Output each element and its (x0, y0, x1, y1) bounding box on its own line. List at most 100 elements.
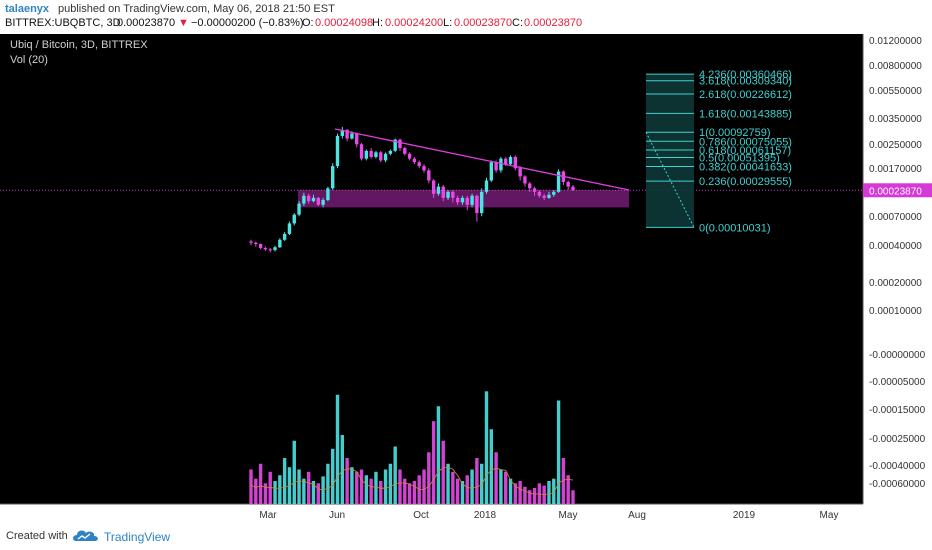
candle-body (273, 247, 277, 251)
tradingview-cloud-icon[interactable] (72, 527, 100, 543)
last-price-tag-label: 0.00023870 (869, 186, 922, 197)
fib-level-label: 1(0.00092759) (699, 127, 771, 139)
volume-bar (556, 400, 561, 504)
high-value: 0.00024200 (385, 17, 444, 29)
volume-bar (412, 481, 417, 504)
candle-body (292, 214, 296, 224)
candle-body (417, 162, 421, 167)
price-tick-label: 0.00070000 (869, 212, 922, 223)
volume-bar (508, 478, 513, 504)
price-tick-label: -0.00025000 (869, 434, 926, 445)
publish-info: published on TradingView.com, May 06, 20… (58, 3, 335, 15)
volume-bar (345, 458, 349, 504)
candle-body (403, 148, 407, 154)
volume-bar (249, 469, 253, 504)
candle-body (331, 166, 335, 189)
last-price-tag (863, 183, 932, 198)
time-tick-label: May (820, 510, 839, 521)
candle-body (359, 144, 364, 159)
volume-bar (499, 469, 503, 504)
fib-level-label: 2.618(0.00226612) (699, 89, 792, 101)
price-tick-label: 0.00020000 (869, 278, 922, 289)
volume-bar (446, 463, 450, 504)
author-name[interactable]: talaenyx (5, 3, 50, 15)
time-tick-label: Aug (628, 510, 646, 521)
volume-bar (268, 471, 272, 504)
candle-body (306, 195, 311, 202)
candle-body (460, 197, 465, 203)
volume-bar (297, 469, 301, 504)
candle-body (547, 194, 551, 198)
volume-bar (326, 463, 330, 504)
candle-body (489, 162, 493, 181)
time-tick-label: Oct (413, 510, 429, 521)
candle-body (350, 133, 354, 139)
volume-bar (547, 481, 551, 504)
volume-bar (398, 469, 402, 504)
candle-body (355, 133, 359, 145)
volume-bar (494, 452, 498, 504)
volume-bar (451, 471, 455, 504)
candle-body (422, 166, 426, 171)
volume-bar (258, 463, 263, 504)
candle-body (465, 197, 469, 205)
candle-body (340, 129, 345, 136)
candle-body (431, 180, 436, 194)
plot-background (0, 34, 863, 504)
price-tick-label: 0.00350000 (869, 114, 922, 125)
candle-body (446, 191, 450, 198)
volume-bar (436, 406, 441, 504)
volume-bar (282, 458, 287, 504)
chart-svg[interactable]: Ubiq / Bitcoin, 3D, BITTREX Vol (20) 0.0… (0, 34, 932, 522)
fib-level-label: 0.5(0.00051395) (699, 152, 780, 164)
price-tick-label: 0.00170000 (869, 164, 922, 175)
candle-body (484, 180, 489, 192)
candle-body (513, 156, 518, 169)
volume-bar (431, 421, 436, 504)
candle-body (316, 197, 320, 205)
down-arrow-icon: ▼ (178, 17, 189, 29)
candle-body (268, 249, 272, 251)
candle-body (383, 153, 388, 161)
fib-level-label: 0.382(0.00041633) (699, 161, 792, 173)
symbol-label: BITTREX:UBQBTC, 3D (5, 17, 121, 29)
candle-body (412, 158, 417, 163)
candle-body (258, 243, 263, 248)
volume-bar (470, 469, 474, 504)
candle-body (297, 203, 301, 215)
high-label: H: (372, 17, 383, 29)
candle-body (504, 158, 508, 165)
volume-bar (489, 429, 493, 504)
volume-bar (465, 475, 469, 504)
time-axis-background (0, 504, 932, 522)
volume-bar (475, 458, 479, 504)
candle-body (523, 176, 527, 184)
candle-body (508, 156, 513, 165)
candle-body (393, 139, 397, 151)
candle-body (398, 139, 402, 149)
candle-body (282, 233, 287, 240)
volume-bar (523, 486, 527, 504)
chart-area[interactable]: Ubiq / Bitcoin, 3D, BITTREX Vol (20) 0.0… (0, 34, 932, 522)
price-tick-label: 0.00010000 (869, 306, 922, 317)
volume-bar (532, 487, 537, 504)
candle-body (532, 188, 537, 192)
candle-body (479, 191, 484, 214)
candle-body (566, 181, 570, 187)
volume-bar (455, 478, 460, 504)
chart-layers: 0.01200000 0.00800000 0.00550000 0.00350000… (0, 36, 932, 521)
time-tick-label: 2019 (733, 510, 756, 521)
price-tick-label: -0.00060000 (869, 479, 926, 490)
candle-body (537, 191, 542, 196)
volume-bar (403, 478, 407, 504)
volume-bar (316, 483, 320, 504)
volume-bar (335, 394, 340, 504)
candle-body (287, 223, 292, 234)
volume-bar (306, 471, 311, 504)
fib-level-label: 3.618(0.00309340) (699, 76, 792, 88)
candle-body (518, 168, 522, 177)
fib-trend-line (645, 131, 695, 228)
tradingview-brand[interactable]: TradingView (104, 530, 171, 544)
created-with-label: Created with (6, 530, 68, 542)
volume-legend: Vol (20) (10, 54, 48, 66)
